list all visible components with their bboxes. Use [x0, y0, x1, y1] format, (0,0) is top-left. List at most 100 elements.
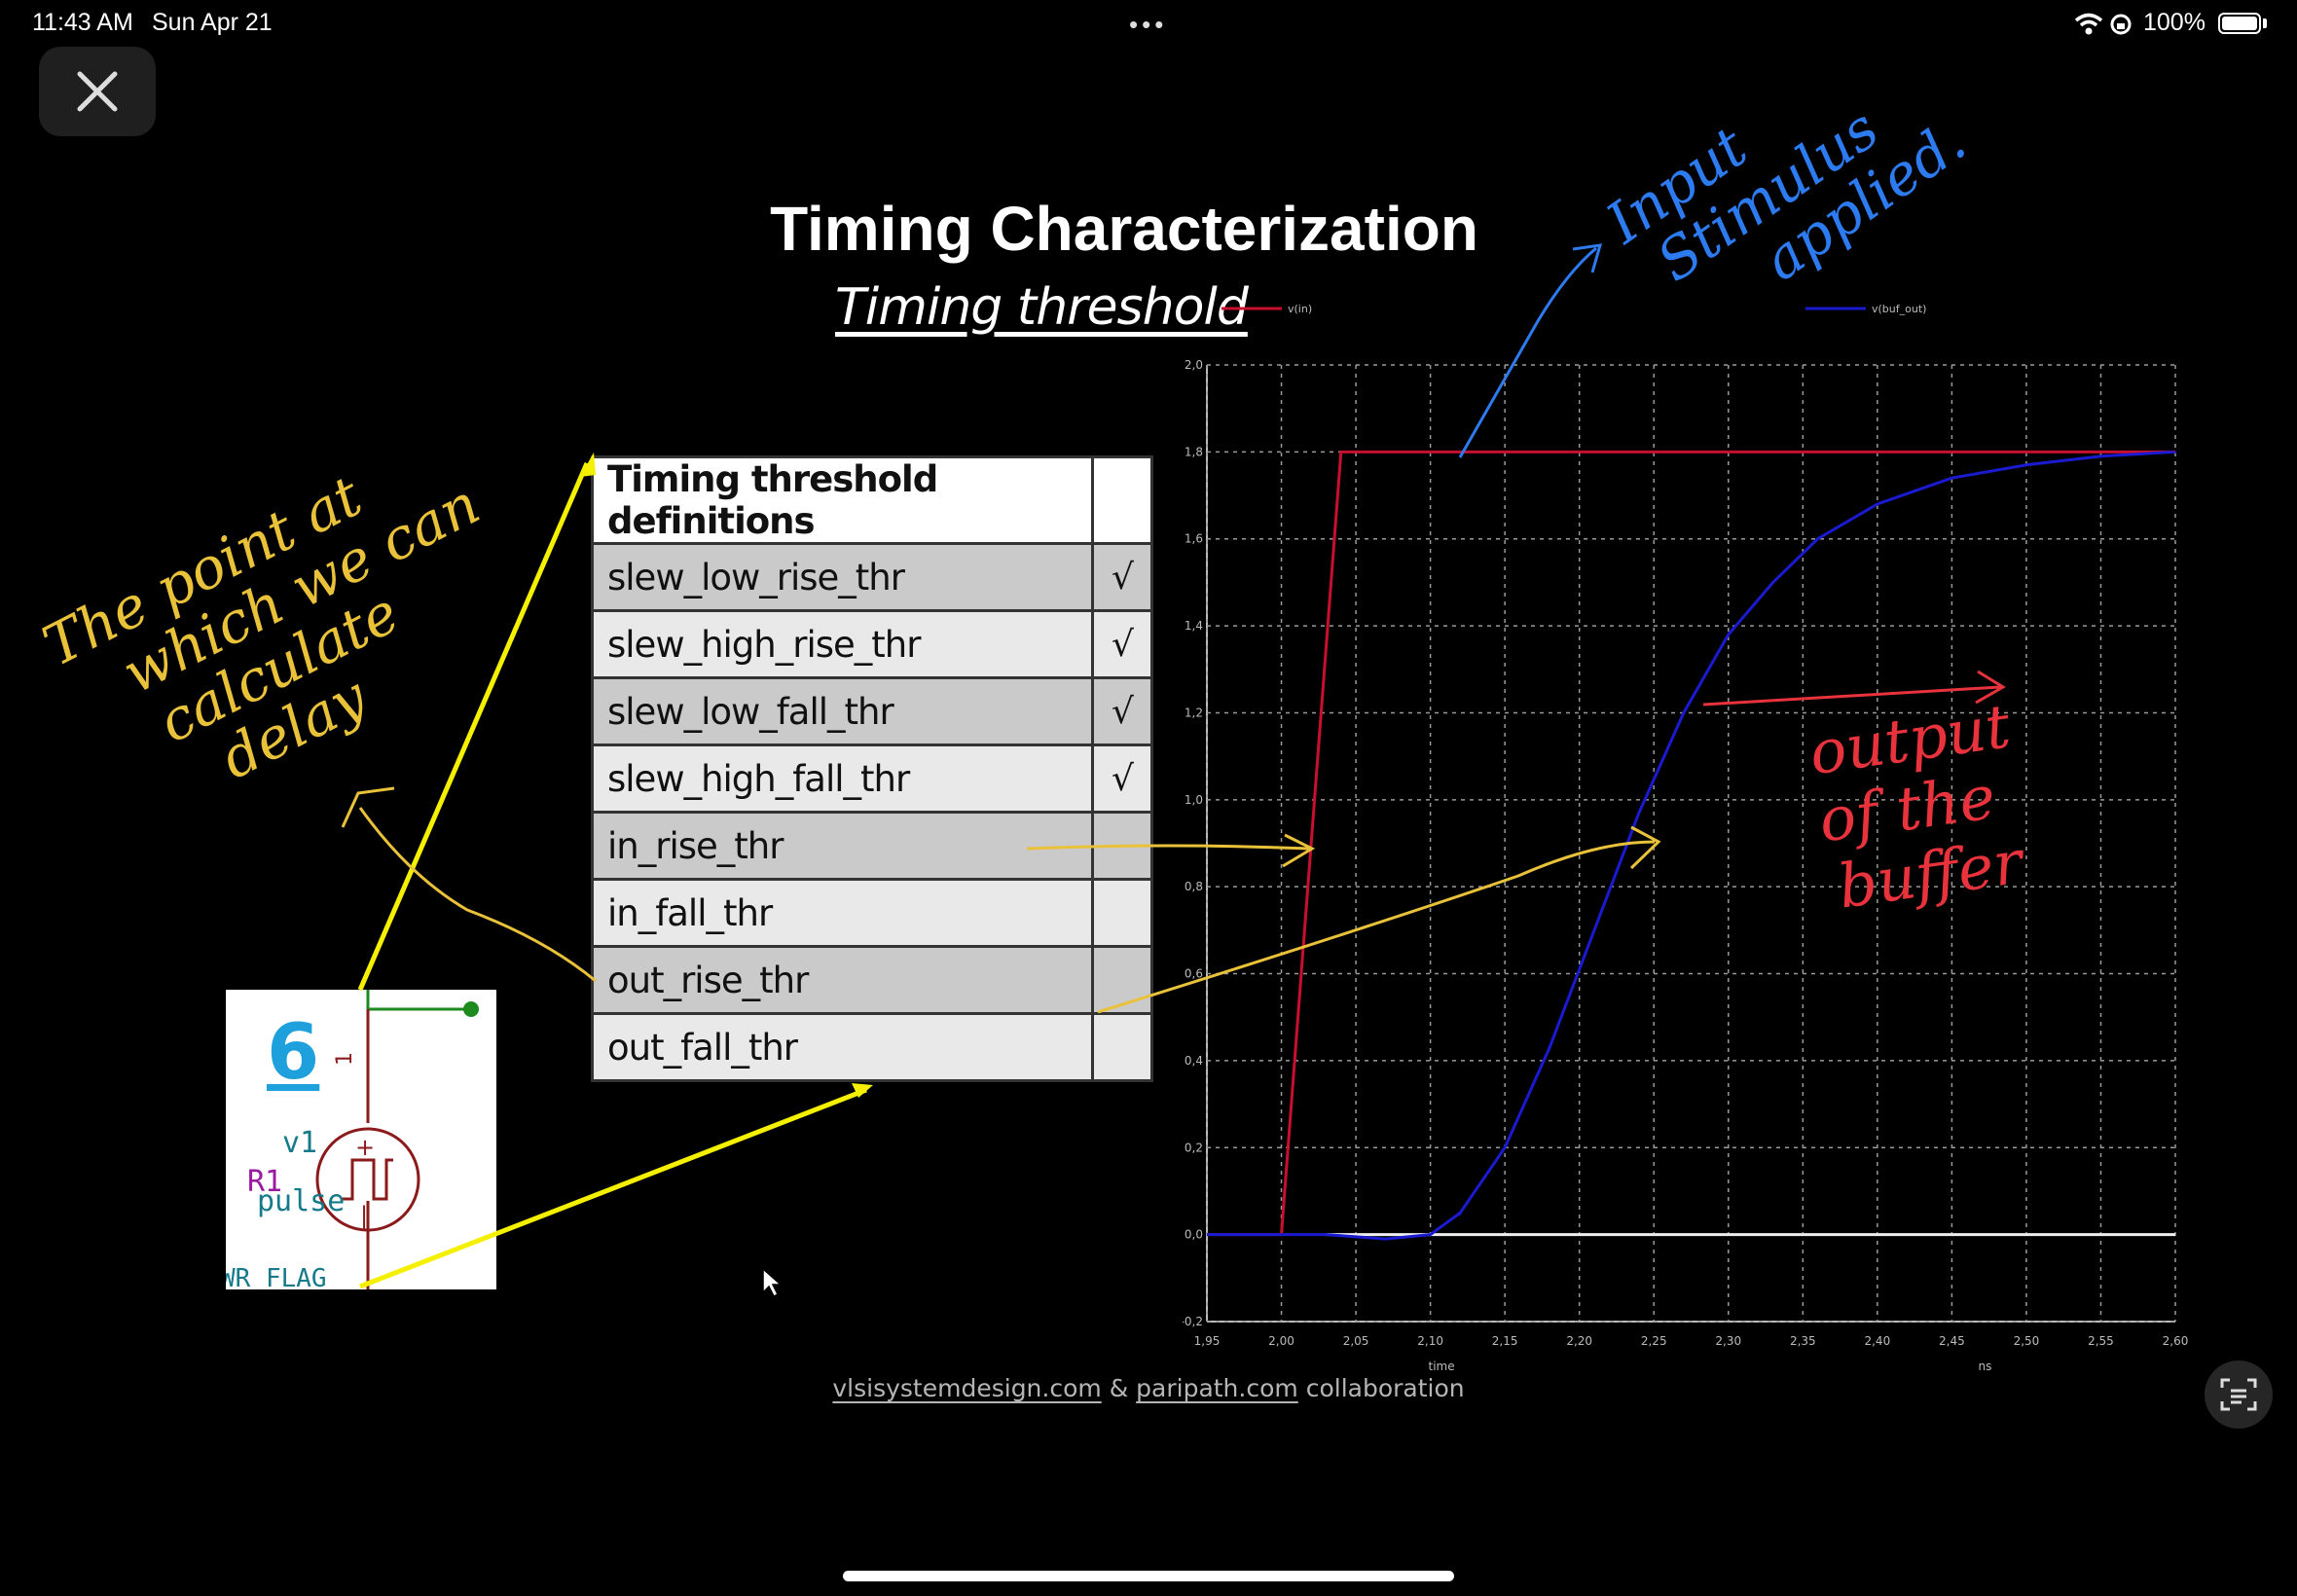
x-axis-unit: ns: [1979, 1360, 1992, 1372]
resistor-label: R1: [247, 1165, 283, 1199]
slide-title: Timing Characterization: [770, 194, 1478, 264]
source-type: pulse: [257, 1184, 346, 1218]
close-icon: [77, 71, 118, 112]
ink-pointer-out-rise: [1097, 840, 1656, 1014]
wifi-icon: [2074, 13, 2132, 35]
x-tick-label: 2,05: [1343, 1334, 1369, 1348]
flag-label: WR_FLAG: [226, 1264, 327, 1289]
table-header-mark: [1091, 455, 1153, 545]
schematic-number: 6: [267, 1009, 320, 1097]
y-tick-label: -0,2: [1183, 1315, 1203, 1328]
arrow-head-up: [580, 453, 596, 477]
row-label: in_rise_thr: [591, 811, 1094, 881]
y-tick-label: 1,8: [1185, 445, 1203, 458]
waveform-chart: 1,95 2,00 2,05 2,10 2,15 2,20 2,25 2,30 2,35 2,40…: [1183, 303, 2188, 1372]
legend-label: v(in): [1288, 303, 1312, 315]
y-tick-label: 0,2: [1185, 1141, 1203, 1154]
check-mark: √: [1091, 676, 1153, 746]
check-mark: [1091, 878, 1153, 948]
arrow-head-down: [852, 1083, 873, 1098]
ink-arrowhead: [1572, 243, 1603, 273]
ink-pointer-input: [1458, 246, 1597, 458]
x-tick-label: 2,10: [1417, 1334, 1443, 1348]
check-mark: √: [1091, 609, 1153, 679]
ink-pointer-delay: [358, 807, 597, 983]
plus-sign: +: [355, 1134, 375, 1161]
y-tick-label: 1,6: [1185, 532, 1203, 546]
series-line-1: [1207, 450, 2176, 1241]
minus-sign: |: [360, 1202, 368, 1229]
ink-arrowhead: [341, 786, 395, 828]
footer-tail: collaboration: [1305, 1374, 1465, 1402]
threshold-table: Timing threshold definitions slew_low_ri…: [591, 455, 1153, 1082]
slide-footer: vlsisystemdesign.com & paripath.com coll…: [0, 1374, 2297, 1402]
y-tick-label: 0,4: [1185, 1054, 1203, 1068]
cursor-icon: [762, 1267, 783, 1298]
status-time: 11:43 AM: [32, 9, 133, 36]
table-row: slew_low_rise_thr √: [591, 542, 1153, 612]
pin-one: 1: [333, 1052, 357, 1066]
ink-arrowhead: [1282, 833, 1316, 868]
legend-label: v(buf_out): [1872, 303, 1926, 315]
x-tick-label: 1,95: [1194, 1334, 1221, 1348]
footer-amp: &: [1109, 1374, 1129, 1402]
slide-subtitle: Timing threshold: [835, 278, 1249, 337]
node-dot: [463, 1001, 479, 1017]
footer-link-paripath[interactable]: paripath.com: [1136, 1374, 1298, 1402]
source-name: v1: [282, 1126, 318, 1160]
check-mark: √: [1091, 542, 1153, 612]
table-row: in_fall_thr: [591, 878, 1153, 948]
ink-arrowhead: [1629, 825, 1661, 870]
y-tick-label: 0,8: [1185, 880, 1203, 893]
row-label: slew_high_rise_thr: [591, 609, 1094, 679]
x-tick-label: 2,00: [1268, 1334, 1294, 1348]
x-tick-label: 2,25: [1641, 1334, 1667, 1348]
row-label: slew_high_fall_thr: [591, 744, 1094, 814]
multitask-dots-icon[interactable]: •••: [1129, 10, 1168, 39]
home-indicator[interactable]: [843, 1571, 1454, 1581]
table-row: slew_low_fall_thr √: [591, 676, 1153, 746]
table-row: out_fall_thr: [591, 1012, 1153, 1082]
table-header: Timing threshold definitions: [591, 455, 1094, 545]
row-label: slew_low_rise_thr: [591, 542, 1094, 612]
battery-percent: 100%: [2143, 9, 2206, 36]
ink-pointer-output: [1702, 685, 2001, 707]
battery-tip: [2263, 18, 2267, 28]
check-mark: √: [1091, 744, 1153, 814]
live-text-icon: [2220, 1378, 2257, 1411]
x-tick-label: 2,30: [1715, 1334, 1741, 1348]
row-label: slew_low_fall_thr: [591, 676, 1094, 746]
table-row: slew_high_fall_thr √: [591, 744, 1153, 814]
chart-lines: [1207, 450, 2176, 1241]
live-text-button[interactable]: [2205, 1360, 2273, 1429]
arrow-line-down: [359, 1087, 867, 1289]
x-tick-label: 2,40: [1864, 1334, 1890, 1348]
battery-icon: [2218, 13, 2261, 34]
footer-link-vlsi[interactable]: vlsisystemdesign.com: [832, 1374, 1102, 1402]
x-tick-label: 2,50: [2014, 1334, 2040, 1348]
y-tick-label: 1,0: [1185, 793, 1203, 807]
row-label: in_fall_thr: [591, 878, 1094, 948]
output-annotation: output of the buffer: [1805, 690, 2033, 923]
pulse-waveform-icon: [341, 1158, 393, 1201]
close-button[interactable]: [39, 47, 156, 136]
check-mark: [1091, 1012, 1153, 1082]
x-axis-label: time: [1429, 1360, 1455, 1372]
ink-arrowhead: [1975, 670, 2006, 705]
schematic-snippet: + | 1 6 v1 R1 pulse WR_FLAG: [226, 990, 496, 1289]
status-date: Sun Apr 21: [152, 9, 273, 36]
arrow-line-up: [357, 462, 590, 991]
pulse-source-icon: [315, 1127, 420, 1232]
table-header-row: Timing threshold definitions: [591, 455, 1153, 545]
row-label: out_fall_thr: [591, 1012, 1094, 1082]
table-row: slew_high_rise_thr √: [591, 609, 1153, 679]
chart-legend: v(in) v(buf_out): [1221, 303, 1926, 315]
table-row: out_rise_thr: [591, 945, 1153, 1015]
row-label: out_rise_thr: [591, 945, 1094, 1015]
check-mark: [1091, 945, 1153, 1015]
y-tick-label: 0,6: [1185, 967, 1203, 981]
chart-ticks: 1,95 2,00 2,05 2,10 2,15 2,20 2,25 2,30 2,35 2,40…: [1183, 358, 2188, 1372]
x-tick-label: 2,15: [1492, 1334, 1518, 1348]
y-tick-label: 0,0: [1185, 1228, 1203, 1242]
